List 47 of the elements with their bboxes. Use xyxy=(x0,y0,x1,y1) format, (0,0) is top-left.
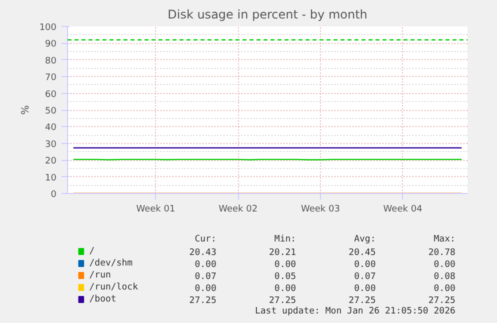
text: 20.21 xyxy=(268,248,296,258)
text: 20.43 xyxy=(189,248,216,258)
y-tick-label: 90 xyxy=(45,40,57,50)
text: 0.00 xyxy=(274,260,296,270)
text: 0.00 xyxy=(194,260,216,270)
text: 27.25 xyxy=(268,296,296,306)
x-tick-label: Week 03 xyxy=(300,204,340,214)
chart-title: Disk usage in percent - by month xyxy=(168,8,368,22)
x-tick-label: Week 01 xyxy=(136,204,176,214)
text: 27.25 xyxy=(189,296,216,306)
text: 0.00 xyxy=(434,284,456,294)
y-tick-label: 40 xyxy=(45,123,57,134)
text: Min: xyxy=(274,234,296,244)
y-tick-label: 10 xyxy=(45,173,57,184)
x-tick-label: Week 04 xyxy=(383,204,423,214)
legend-label: /run/lock xyxy=(89,282,139,292)
legend-label: /run xyxy=(89,270,111,280)
text: 27.25 xyxy=(348,296,376,306)
text: 20.78 xyxy=(428,248,456,258)
text: Cur: xyxy=(194,234,216,244)
y-axis-title: % xyxy=(20,105,32,115)
y-tick-label: 50 xyxy=(45,106,57,116)
text: 0.00 xyxy=(354,260,376,270)
y-tick-label: 30 xyxy=(45,140,57,150)
text: Avg: xyxy=(354,234,376,244)
legend-label: /dev/shm xyxy=(89,258,133,268)
text: 0.00 xyxy=(194,284,216,294)
text: 0.07 xyxy=(354,272,376,282)
y-tick-label: 70 xyxy=(45,73,57,84)
text: 0.08 xyxy=(434,272,456,282)
legend-label: / xyxy=(89,246,95,256)
text: 27.25 xyxy=(428,296,456,306)
y-tick-label: 100 xyxy=(39,23,57,33)
text: 0.00 xyxy=(354,284,376,294)
text: 0.00 xyxy=(434,260,456,270)
y-tick-label: 0 xyxy=(50,190,57,200)
y-tick-label: 80 xyxy=(45,56,57,66)
text: 0.07 xyxy=(194,272,216,282)
text: 0.00 xyxy=(274,284,296,294)
text: Max: xyxy=(434,234,456,244)
text: 0.05 xyxy=(274,272,296,282)
y-tick-label: 20 xyxy=(45,156,57,167)
text: 20.45 xyxy=(348,248,376,258)
y-tick-label: 60 xyxy=(45,90,57,100)
x-tick-label: Week 02 xyxy=(218,204,258,214)
legend-label: /boot xyxy=(89,294,116,304)
text: Last update: Mon Jan 26 21:05:50 2026 xyxy=(254,306,456,316)
